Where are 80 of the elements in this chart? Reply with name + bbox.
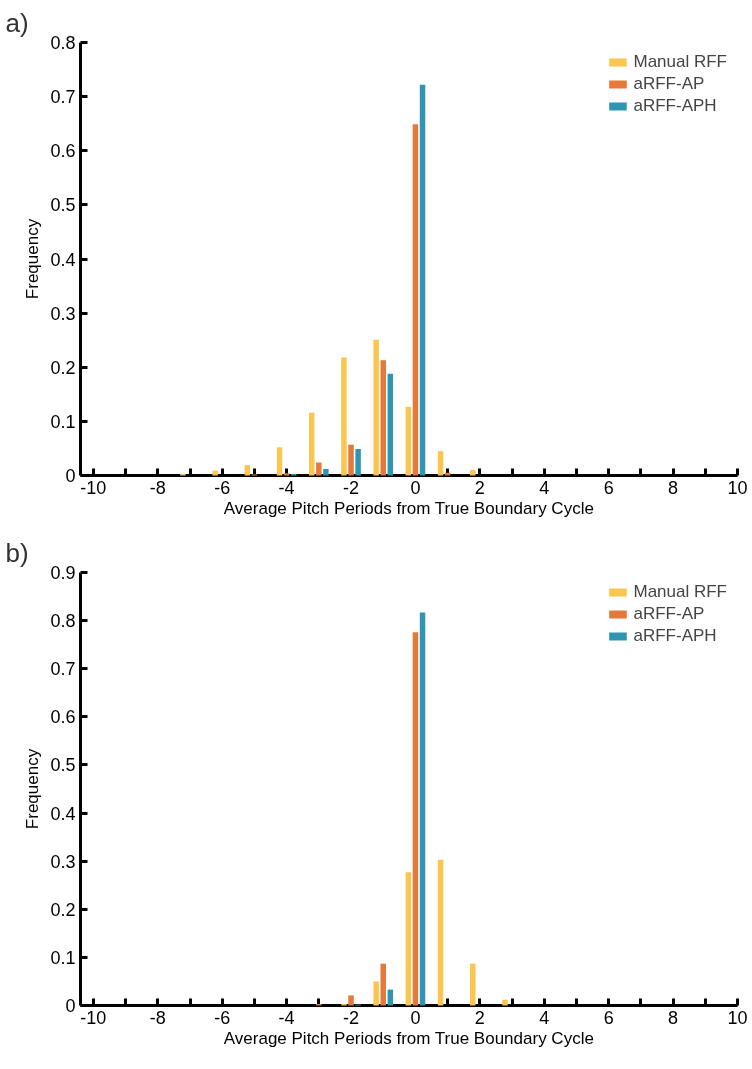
bar: [419, 84, 426, 476]
y-tick-label: 0.5: [50, 755, 76, 776]
x-tick-label: 10: [727, 1007, 748, 1028]
y-tick-label: 0.8: [50, 611, 76, 632]
bar: [380, 963, 386, 1006]
x-tick-label: -8: [149, 477, 166, 498]
legend-label: aRFF-AP: [633, 604, 705, 624]
y-tick-label: 0.6: [50, 707, 76, 728]
x-tick-label: -6: [214, 477, 231, 498]
x-tick-label: 0: [410, 477, 421, 498]
bar: [405, 406, 412, 476]
bar: [437, 451, 444, 476]
bar: [412, 632, 419, 1006]
legend-label: Manual RFF: [633, 582, 727, 602]
y-tick-label: 0.6: [50, 141, 76, 162]
x-tick-label: 8: [668, 477, 679, 498]
y-tick-label: 0.3: [50, 303, 76, 324]
chart-title: a): [5, 7, 29, 38]
y-tick-label: 0.7: [50, 659, 76, 680]
x-tick-label: 6: [603, 1007, 614, 1028]
x-tick-label: 8: [668, 1007, 679, 1028]
x-axis-title: Average Pitch Periods from True Boundary Cycle: [223, 498, 594, 518]
legend-label: aRFF-APH: [633, 626, 717, 646]
bar: [405, 872, 412, 1006]
bar: [212, 470, 218, 476]
x-axis-title: Average Pitch Periods from True Boundary Cycle: [223, 1028, 594, 1048]
bar: [348, 444, 354, 476]
bar: [437, 859, 444, 1006]
y-tick-label: 0.8: [50, 33, 76, 53]
y-tick-label: 0.5: [50, 195, 76, 216]
bar: [387, 373, 394, 476]
y-tick-label: 0.1: [50, 411, 76, 432]
chart-title: b): [5, 537, 29, 568]
x-tick-label: 10: [727, 477, 748, 498]
bar: [323, 469, 329, 476]
bar: [444, 472, 451, 476]
bar: [373, 981, 379, 1006]
bar: [470, 963, 476, 1006]
bar: [283, 473, 290, 476]
y-tick-label: 0.2: [50, 899, 76, 920]
x-tick-label: -4: [278, 1007, 295, 1028]
y-tick-label: 0.1: [50, 947, 76, 968]
x-tick-label: 2: [474, 477, 485, 498]
x-tick-label: 4: [539, 477, 550, 498]
bar: [470, 470, 476, 476]
bar: [380, 360, 386, 476]
bar: [387, 989, 394, 1006]
bar: [348, 995, 354, 1006]
bar: [341, 357, 347, 476]
legend-label: Manual RFF: [633, 52, 727, 72]
y-tick-label: 0.4: [50, 803, 76, 824]
bar: [276, 447, 283, 476]
y-tick-label: 0.9: [50, 563, 76, 583]
bar: [373, 339, 379, 476]
bar: [355, 448, 361, 476]
x-tick-label: -2: [343, 477, 360, 498]
y-tick-label: 0.4: [50, 249, 76, 270]
x-tick-label: -8: [149, 1007, 166, 1028]
bar: [502, 999, 508, 1006]
bar: [316, 462, 322, 476]
bar: [412, 124, 419, 476]
x-tick-label: -10: [80, 477, 107, 498]
legend-label: aRFF-AP: [633, 74, 705, 94]
legend-label: aRFF-APH: [633, 96, 717, 116]
x-tick-label: 4: [539, 1007, 550, 1028]
y-tick-label: 0.7: [50, 87, 76, 108]
bar: [419, 612, 426, 1006]
x-tick-label: -10: [80, 1007, 107, 1028]
x-tick-label: -6: [214, 1007, 231, 1028]
y-tick-label: 0.2: [50, 357, 76, 378]
y-tick-label: 0.3: [50, 851, 76, 872]
x-tick-label: 0: [410, 1007, 421, 1028]
bar: [309, 412, 315, 476]
x-tick-label: -4: [278, 477, 295, 498]
y-axis-title: Frequency: [23, 748, 43, 830]
x-tick-label: 6: [603, 477, 614, 498]
bar: [244, 465, 251, 476]
x-tick-label: 2: [474, 1007, 485, 1028]
y-axis-title: Frequency: [23, 218, 43, 300]
x-tick-label: -2: [343, 1007, 360, 1028]
